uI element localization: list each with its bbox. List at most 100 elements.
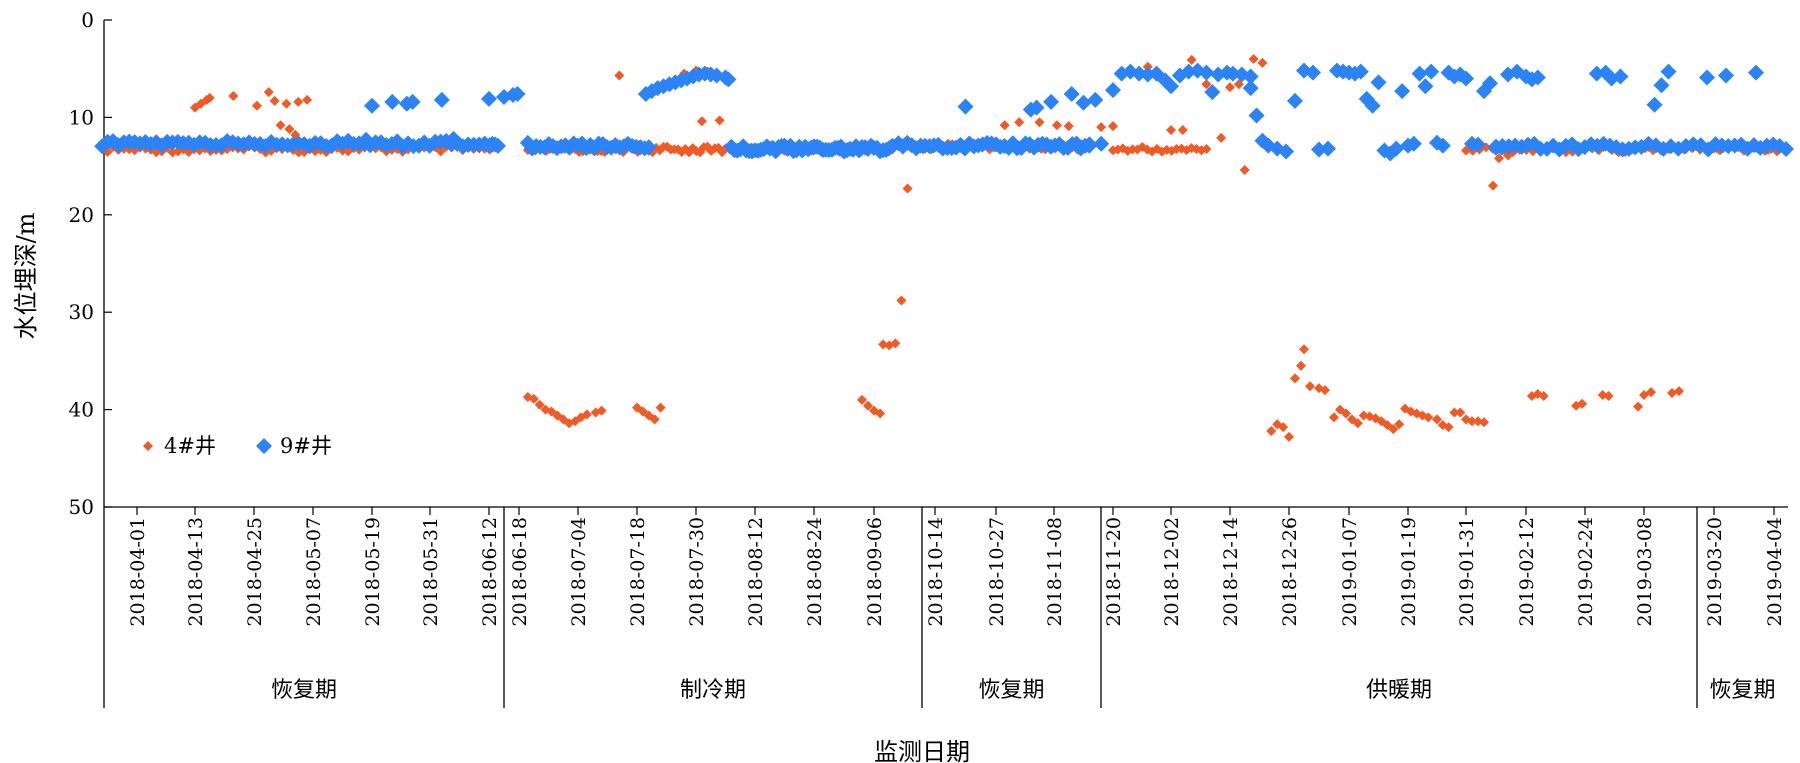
legend-marker-9 <box>256 438 272 454</box>
series-9-point <box>1411 65 1428 82</box>
series-4-point <box>878 339 889 350</box>
series-9-point <box>1482 75 1498 92</box>
series-4-point <box>275 120 286 131</box>
series-4-point <box>1239 164 1250 175</box>
series-9-point <box>1105 82 1121 99</box>
series-4-point <box>1479 417 1489 428</box>
series-9-point <box>1748 64 1764 81</box>
series-4-point <box>875 408 886 419</box>
y-tick-label: 30 <box>69 300 94 324</box>
period-label: 恢复期 <box>1709 678 1775 703</box>
series-4-point <box>649 414 660 425</box>
series-4-point <box>1216 132 1227 143</box>
legend: 4#井 9#井 <box>143 434 332 458</box>
series-4-point <box>1248 53 1259 64</box>
x-tick-label: 2019-02-24 <box>1575 517 1597 627</box>
series-4-point <box>1394 419 1405 430</box>
series-4-point <box>1290 373 1300 384</box>
series-9-point <box>1653 77 1670 94</box>
series-4-point <box>1667 388 1677 399</box>
series-9-point <box>1494 139 1510 156</box>
series-9-point <box>1163 78 1179 95</box>
series-4-point <box>714 115 725 126</box>
series-4-point <box>1108 121 1118 132</box>
series-4-point <box>534 399 545 410</box>
series-9-point <box>509 86 526 103</box>
x-tick-label: 2018-04-01 <box>127 517 149 627</box>
series-4-point <box>1177 125 1188 136</box>
series-4-point <box>284 124 295 135</box>
period-label: 供暖期 <box>1366 678 1432 703</box>
legend-label-9: 9#井 <box>280 434 332 458</box>
series-9-point <box>1028 99 1045 116</box>
series-9-point <box>1470 136 1486 153</box>
x-tick-label: 2018-05-31 <box>420 517 442 627</box>
x-tick-label: 2018-11-20 <box>1103 517 1125 627</box>
series-9-point <box>1248 107 1265 124</box>
series-4-point <box>1341 408 1351 419</box>
series-4-point <box>1225 82 1235 93</box>
series-9-point <box>1242 68 1259 85</box>
series-4-point <box>263 87 274 98</box>
x-tick-label: 2018-07-04 <box>568 517 590 627</box>
series-4-point <box>1388 424 1399 435</box>
series-4-point <box>1257 57 1268 68</box>
series-4-point <box>902 183 913 194</box>
series-9-point <box>1405 135 1422 152</box>
x-tick-label: 2019-04-04 <box>1764 517 1786 627</box>
series-4-point <box>1166 125 1176 136</box>
series-9-point <box>404 93 421 110</box>
series-4-point <box>1186 54 1197 65</box>
legend-label-4: 4#井 <box>164 434 216 458</box>
series-4-point <box>1494 153 1504 164</box>
series-4-point <box>302 94 313 105</box>
series-9-point <box>957 98 974 115</box>
series-4-point <box>1296 360 1306 371</box>
series-4-point <box>1443 422 1454 433</box>
series-4-point <box>1449 407 1460 418</box>
series-4-point <box>614 70 625 81</box>
series-9-point <box>358 131 375 148</box>
series-4-point <box>435 146 446 157</box>
series-9-point <box>1778 141 1794 158</box>
series-4-point <box>281 98 292 109</box>
x-tick-label: 2019-02-12 <box>1516 517 1538 627</box>
series-4-point <box>999 120 1010 131</box>
series-9-point <box>1278 143 1295 160</box>
series-4-point <box>1329 412 1339 423</box>
series-4-point <box>293 147 304 158</box>
x-tick-label: 2018-07-18 <box>627 517 649 627</box>
x-tick-label: 2018-04-25 <box>244 517 266 627</box>
x-axis: 2018-04-01 2018-04-13 2018-04-25 2018-05-07… <box>104 506 1788 627</box>
y-tick-label: 0 <box>81 8 94 32</box>
series-4-point <box>1488 180 1498 191</box>
series-4-point <box>1096 122 1107 133</box>
series-4-point <box>1473 416 1483 427</box>
series-9-point <box>1370 74 1387 91</box>
series-9-point <box>1198 64 1215 81</box>
series-9-point <box>1204 84 1221 101</box>
series-4-point <box>1455 407 1466 418</box>
series-9-point <box>1612 68 1629 85</box>
series-4-point <box>863 400 873 411</box>
series-9-point <box>1699 69 1715 86</box>
series-4-point <box>1503 150 1513 161</box>
series-4-point <box>581 409 592 420</box>
series-9-point <box>364 97 380 114</box>
series-4-point <box>1201 79 1212 90</box>
series-4-point <box>1467 416 1477 427</box>
series-4-point <box>1603 390 1614 401</box>
series-9-point <box>1646 96 1663 113</box>
series-4-point <box>1320 385 1330 396</box>
series-4-point <box>251 100 262 111</box>
y-tick-label: 10 <box>69 105 94 129</box>
series-9-point <box>1242 80 1259 97</box>
x-tick-label: 2018-06-18 <box>509 517 531 627</box>
series-4-point <box>1284 431 1294 442</box>
series-9-point <box>1394 83 1411 100</box>
series-4-point <box>1051 120 1062 131</box>
series-9-point <box>1388 140 1405 157</box>
series-4-point <box>1278 422 1289 433</box>
x-tick-label: 2018-12-26 <box>1279 517 1301 627</box>
